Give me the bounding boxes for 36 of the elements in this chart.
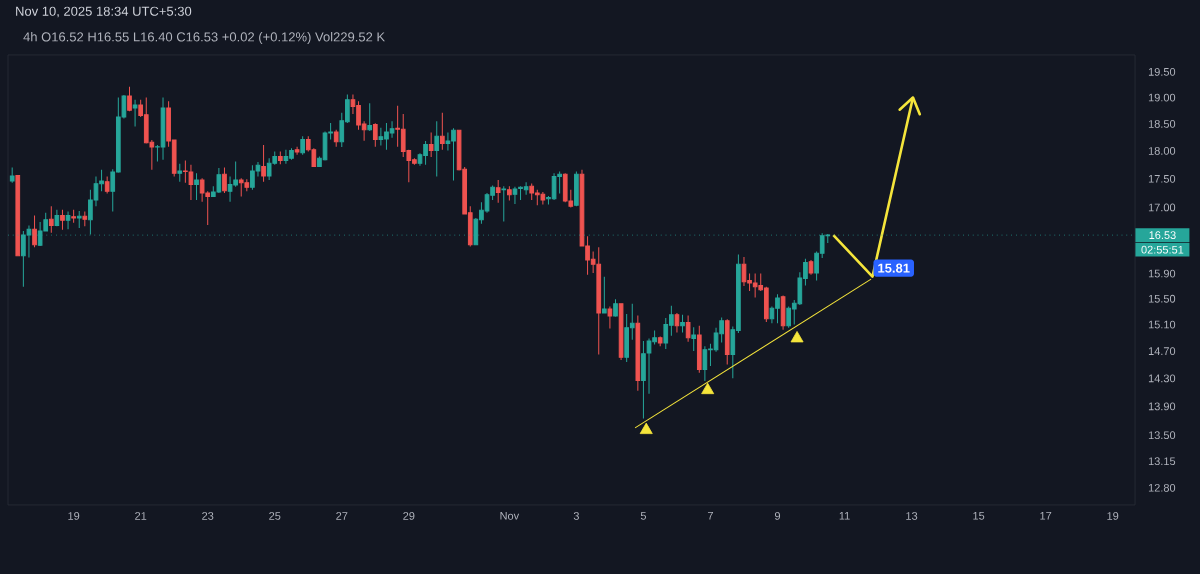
x-tick-label: 13: [906, 512, 918, 520]
x-tick-label: 9: [774, 512, 781, 520]
x-tick-label: 19: [68, 512, 80, 520]
x-tick-label: 19: [1107, 512, 1119, 520]
text: 02:55:51: [1141, 245, 1184, 254]
x-tick-label: 27: [336, 512, 348, 520]
y-tick-label: 13.15: [1148, 457, 1176, 466]
y-tick-label: 12.80: [1148, 483, 1176, 492]
y-tick-label: 14.70: [1148, 347, 1176, 355]
x-tick-label: 23: [202, 512, 214, 520]
x-tick-label: 21: [135, 512, 147, 520]
x-tick-label: Nov: [500, 512, 520, 520]
x-tick-label: 25: [269, 512, 281, 520]
x-tick-label: 3: [573, 512, 579, 520]
x-tick-label: 11: [839, 512, 850, 520]
y-tick-label: 17.50: [1148, 174, 1176, 183]
x-tick-label: 17: [1040, 512, 1052, 520]
x-tick-label: 5: [640, 512, 647, 520]
text: Nov 10, 2025 18:34 UTC+5:30: [16, 6, 192, 18]
y-tick-label: 17.00: [1148, 203, 1176, 212]
y-tick-label: 19.00: [1148, 93, 1176, 102]
x-tick-label: 15: [973, 512, 985, 520]
y-tick-label: 13.90: [1148, 402, 1176, 411]
x-tick-label: 29: [403, 512, 415, 520]
y-tick-label: 18.00: [1148, 147, 1176, 155]
ref-line-label: 16.53: [1149, 231, 1176, 239]
y-tick-label: 15.10: [1148, 320, 1176, 329]
y-tick-label: 19.50: [1148, 67, 1176, 76]
y-tick-label: 18.50: [1148, 120, 1176, 128]
chart-title: 4h O16.52 H16.55 L16.40 C16.53 +0.02 (+0.12%) Vol229.52 K: [23, 31, 385, 45]
y-tick-label: 14.30: [1148, 374, 1176, 383]
annotation: 15.81: [878, 263, 910, 273]
y-tick-label: 15.50: [1148, 294, 1176, 303]
y-tick-label: 15.90: [1148, 269, 1176, 278]
y-tick-label: 13.50: [1148, 431, 1176, 440]
x-tick-label: 7: [707, 512, 713, 520]
